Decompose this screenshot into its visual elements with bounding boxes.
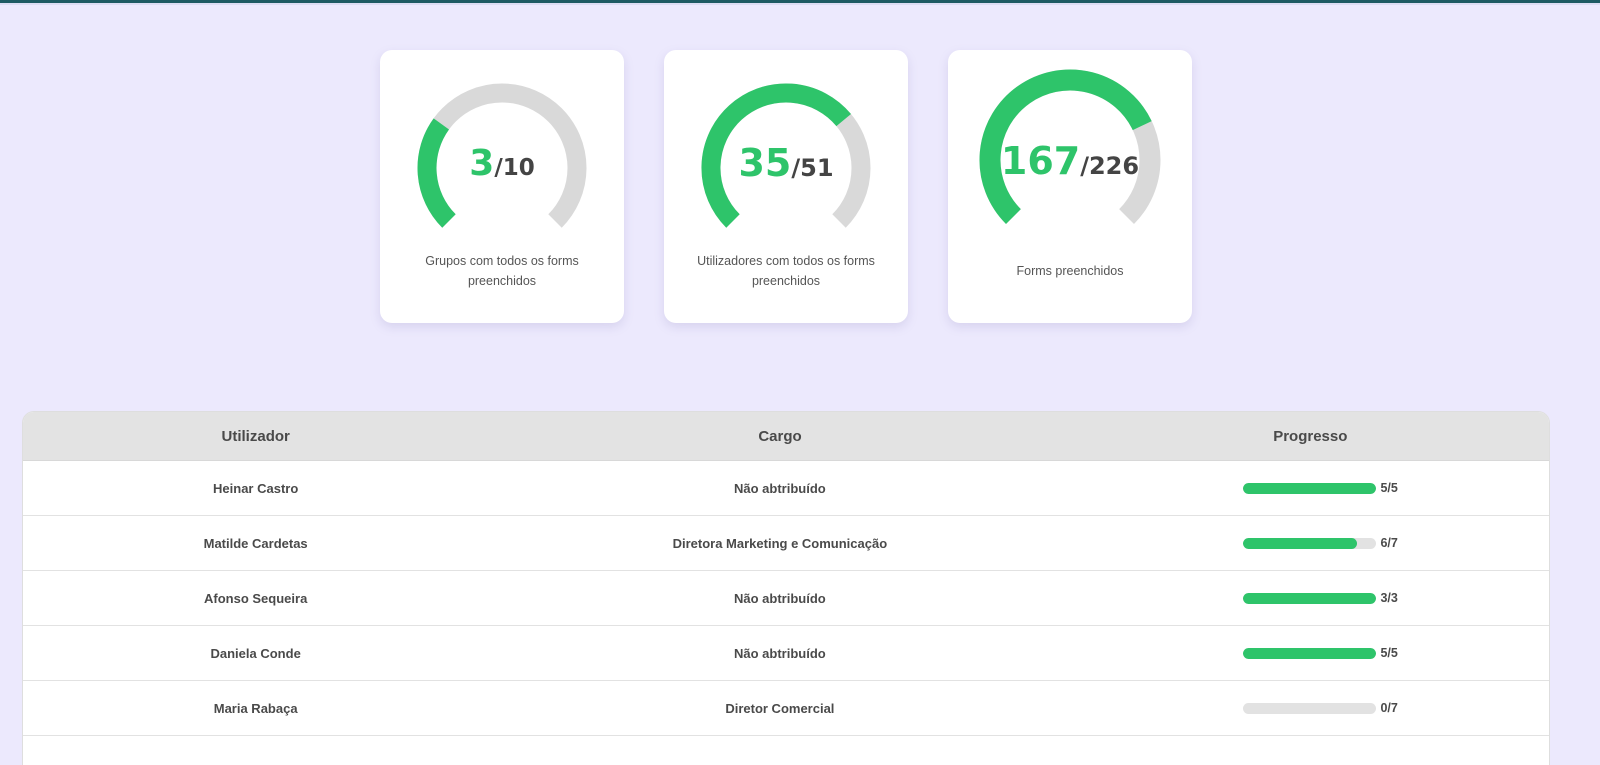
progress-bar-fill xyxy=(1243,592,1377,604)
users-progress-table: Utilizador Cargo Progresso Heinar Castro… xyxy=(22,411,1550,765)
cell-progress: 5/5 xyxy=(1071,481,1549,495)
table-header: Utilizador Cargo Progresso xyxy=(23,412,1549,461)
progress-bar xyxy=(1243,537,1377,549)
cell-user: Matilde Cardetas xyxy=(203,535,308,551)
table-row[interactable]: Maria Rabaça Diretor Comercial 0/7 xyxy=(23,681,1549,736)
progress-bar xyxy=(1243,702,1377,714)
table-body: Heinar Castro Não abtribuído 5/5 Matilde… xyxy=(23,461,1549,736)
gauge-denominator: /10 xyxy=(494,155,535,181)
column-header-user[interactable]: Utilizador xyxy=(221,427,290,445)
cell-progress: 0/7 xyxy=(1071,701,1549,715)
column-header-progress[interactable]: Progresso xyxy=(1273,427,1348,445)
cell-user: Heinar Castro xyxy=(213,480,299,496)
gauge-fill xyxy=(417,118,456,228)
cell-cargo: Diretor Comercial xyxy=(725,700,835,716)
gauge-denominator: /226 xyxy=(1080,152,1140,180)
progress-text: 0/7 xyxy=(1380,701,1398,715)
gauge-users xyxy=(701,83,871,228)
cell-progress: 3/3 xyxy=(1071,591,1549,605)
top-bar-divider xyxy=(0,3,1600,5)
gauge-numerator: 35 xyxy=(738,141,792,185)
progress-bar xyxy=(1243,482,1377,494)
progress-text: 3/3 xyxy=(1380,591,1398,605)
progress-text: 5/5 xyxy=(1380,646,1398,660)
gauge-groups xyxy=(417,83,587,228)
stat-card-groups: 3/10 Grupos com todos os forms preenchid… xyxy=(380,50,624,323)
gauge-value-groups: 3/10 xyxy=(380,143,624,184)
cell-cargo: Não abtribuído xyxy=(734,645,826,661)
stat-label-forms: Forms preenchidos xyxy=(1016,264,1124,278)
cell-cargo: Não abtribuído xyxy=(734,590,826,606)
gauge-fill xyxy=(979,69,1152,224)
cell-progress: 6/7 xyxy=(1071,536,1549,550)
column-header-cargo[interactable]: Cargo xyxy=(758,427,802,445)
progress-bar xyxy=(1243,592,1377,604)
stat-label-users: Utilizadores com todos os forms preenchi… xyxy=(697,254,875,288)
stat-label-groups: Grupos com todos os forms preenchidos xyxy=(425,254,579,288)
gauge-fill xyxy=(701,83,852,228)
progress-bar xyxy=(1243,647,1377,659)
table-row[interactable]: Afonso Sequeira Não abtribuído 3/3 xyxy=(23,571,1549,626)
progress-text: 5/5 xyxy=(1380,481,1398,495)
cell-user: Maria Rabaça xyxy=(213,700,298,716)
gauge-numerator: 167 xyxy=(1000,139,1081,183)
cell-user: Afonso Sequeira xyxy=(204,590,308,606)
stat-card-users: 35/51 Utilizadores com todos os forms pr… xyxy=(664,50,908,323)
progress-bar-fill xyxy=(1243,647,1377,659)
cell-cargo: Diretora Marketing e Comunicação xyxy=(672,535,888,551)
stat-card-forms: 167/226 Forms preenchidos xyxy=(948,50,1192,323)
progress-bar-fill xyxy=(1243,482,1377,494)
progress-bar-fill xyxy=(1243,537,1358,549)
gauge-value-users: 35/51 xyxy=(664,141,908,185)
gauge-value-forms: 167/226 xyxy=(948,139,1192,183)
top-accent-bar xyxy=(0,0,1600,3)
cell-progress: 5/5 xyxy=(1071,646,1549,660)
table-row[interactable]: Matilde Cardetas Diretora Marketing e Co… xyxy=(23,516,1549,571)
progress-text: 6/7 xyxy=(1380,536,1398,550)
gauge-numerator: 3 xyxy=(469,143,495,184)
gauge-denominator: /51 xyxy=(791,154,834,182)
cell-user: Daniela Conde xyxy=(210,645,301,661)
table-row[interactable]: Daniela Conde Não abtribuído 5/5 xyxy=(23,626,1549,681)
gauge-forms xyxy=(979,69,1161,224)
cell-cargo: Não abtribuído xyxy=(734,480,826,496)
table-row[interactable]: Heinar Castro Não abtribuído 5/5 xyxy=(23,461,1549,516)
